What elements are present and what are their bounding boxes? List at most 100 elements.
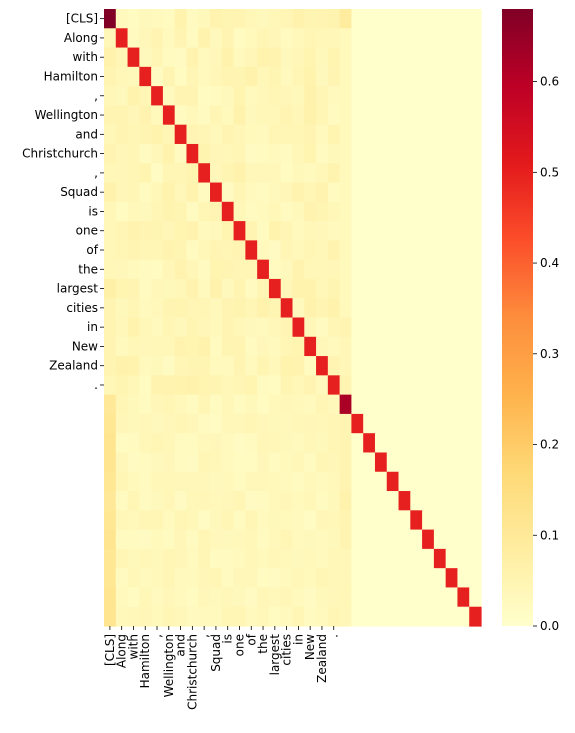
heatmap-cell	[445, 240, 459, 261]
heatmap-cell	[469, 394, 482, 415]
heatmap-cell	[127, 606, 140, 627]
y-tick-label: in	[87, 320, 98, 334]
heatmap-cell	[457, 433, 470, 454]
x-tick-label: New	[303, 634, 317, 660]
heatmap-cell	[327, 317, 341, 338]
heatmap-cell	[104, 356, 117, 376]
heatmap-cell	[139, 510, 152, 531]
heatmap-cell	[257, 587, 270, 608]
heatmap-cell	[445, 201, 459, 222]
heatmap-cell	[445, 182, 459, 203]
heatmap-cell	[139, 317, 152, 338]
heatmap-cell	[339, 336, 353, 357]
heatmap-cell	[174, 221, 188, 241]
heatmap-cell	[151, 491, 164, 511]
heatmap-cell	[386, 201, 400, 222]
heatmap-cell	[457, 163, 470, 184]
heatmap-cell	[115, 375, 129, 396]
heatmap-cell	[374, 568, 388, 589]
heatmap-cell	[339, 394, 353, 415]
heatmap-cell	[174, 163, 188, 184]
heatmap-cell	[104, 452, 117, 473]
heatmap-cell	[174, 105, 188, 126]
heatmap-cell	[233, 606, 246, 627]
heatmap-cell	[174, 568, 188, 589]
heatmap-cell	[327, 163, 341, 184]
heatmap-cell	[139, 394, 152, 415]
y-tick-label: Wellington	[35, 108, 98, 122]
heatmap-cell	[221, 510, 235, 531]
heatmap-cell	[127, 298, 140, 319]
heatmap-cell	[127, 28, 140, 49]
heatmap-cell	[316, 587, 329, 608]
heatmap-cell	[127, 394, 140, 415]
heatmap-cell	[327, 433, 341, 454]
heatmap-cell	[374, 259, 388, 280]
heatmap-cell	[162, 105, 176, 126]
heatmap-cell	[127, 221, 140, 241]
heatmap-cell	[386, 9, 400, 29]
heatmap-cell	[233, 259, 246, 280]
heatmap-cell	[174, 9, 188, 29]
heatmap-cell	[457, 105, 470, 126]
heatmap-cell	[351, 278, 364, 299]
heatmap-cell	[186, 433, 199, 454]
heatmap-cell	[316, 66, 329, 87]
heatmap-cell	[363, 9, 376, 29]
heatmap-cell	[233, 182, 246, 203]
heatmap-cell	[174, 143, 188, 164]
heatmap-cell	[410, 452, 423, 473]
heatmap-cell	[445, 375, 459, 396]
heatmap-cell	[422, 433, 435, 454]
heatmap-cell	[139, 182, 152, 203]
heatmap-cell	[410, 163, 423, 184]
heatmap-cell	[316, 143, 329, 164]
heatmap-cell	[139, 336, 152, 357]
heatmap-cell	[327, 298, 341, 319]
heatmap-cell	[304, 491, 317, 511]
heatmap-cell	[422, 356, 435, 376]
colorbar-tick-label: 0.2	[540, 438, 559, 452]
heatmap-cell	[210, 336, 223, 357]
heatmap-cell	[233, 375, 246, 396]
heatmap-cell	[327, 529, 341, 550]
heatmap-cell	[339, 143, 353, 164]
heatmap-cell	[386, 240, 400, 261]
heatmap-cell	[268, 201, 282, 222]
heatmap-cell	[469, 375, 482, 396]
heatmap-cell	[410, 413, 423, 434]
heatmap-cell	[104, 278, 117, 299]
heatmap-cell	[233, 86, 246, 107]
heatmap-cell	[245, 510, 258, 531]
heatmap-cell	[374, 182, 388, 203]
heatmap-cell	[127, 47, 140, 68]
heatmap-cell	[198, 356, 211, 376]
heatmap-cell	[268, 221, 282, 241]
heatmap-cell	[210, 317, 223, 338]
heatmap-cell	[151, 124, 164, 145]
heatmap-cell	[457, 86, 470, 107]
heatmap-cell	[292, 143, 305, 164]
colorbar-tick-label: 0.3	[540, 347, 559, 361]
heatmap-cell	[374, 143, 388, 164]
heatmap-cell	[186, 47, 199, 68]
heatmap-cell	[257, 28, 270, 49]
heatmap-cell	[127, 317, 140, 338]
heatmap-cell	[433, 278, 447, 299]
heatmap-cell	[104, 375, 117, 396]
heatmap-cell	[316, 491, 329, 511]
heatmap-cell	[327, 471, 341, 492]
heatmap-cell	[410, 317, 423, 338]
heatmap-cell	[304, 86, 317, 107]
heatmap-cell	[104, 47, 117, 68]
heatmap-cell	[268, 587, 282, 608]
heatmap-cell	[198, 201, 211, 222]
heatmap-cell	[304, 201, 317, 222]
x-tick-label: .	[327, 634, 341, 638]
y-tick-label: the	[78, 262, 98, 276]
x-tick-label: Christchurch	[185, 634, 199, 710]
heatmap-cell	[210, 182, 223, 203]
heatmap-cell	[245, 568, 258, 589]
heatmap-cell	[127, 201, 140, 222]
